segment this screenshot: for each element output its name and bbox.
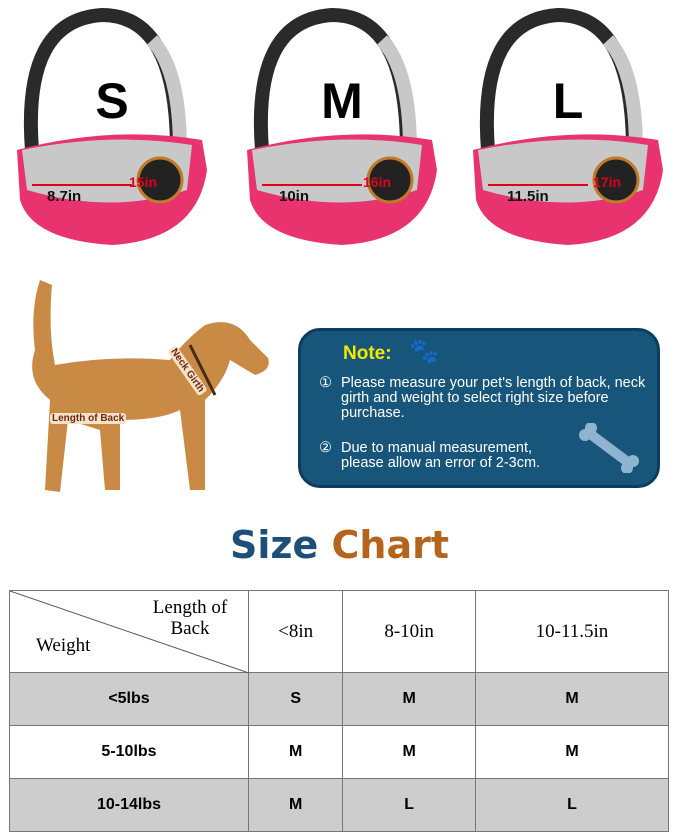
dog-illustration: Length of Back Neck Girth [10,270,280,510]
heading-part1: Size [229,523,319,567]
sling-bag-s: S 8.7in 15in [2,0,222,250]
note-item: ① Please measure your pet's length of bac… [319,376,651,421]
table-row: 5-10lbs M M M [9,725,670,779]
corner-length-label: Length of Back [152,597,228,639]
heading-part2: Chart [331,523,450,567]
table-cell: M [342,672,476,726]
table-cell: M [342,725,476,779]
paw-icon: 🐾 [409,338,439,365]
bag-length-label: 10in [279,188,310,205]
corner-cell: Length of Back Weight [9,590,249,673]
bag-size-label: M [321,73,363,129]
bone-icon [579,423,639,473]
note-text: Please measure your pet's length of back… [341,375,646,421]
bag-length-label: 11.5in [507,188,549,205]
note-box: Note: 🐾 ① Please measure your pet's lengt… [298,328,660,488]
bag-size-label: L [552,73,584,129]
note-item: ② Due to manual measurement, please allow… [319,441,561,471]
bag-length-label: 8.7in [47,188,82,205]
note-title: Note: [343,343,392,364]
table-cell: S [247,672,344,726]
column-header: 8-10in [342,590,476,673]
bag-neck-label: 15in [129,174,158,190]
table-cell: L [474,778,670,832]
sling-bag-l: L 11.5in 17in [458,0,678,250]
corner-weight-label: Weight [36,635,91,656]
bag-neck-label: 17in [593,174,622,190]
table-cell: M [474,672,670,726]
column-header: 10-11.5in [474,590,670,673]
row-header: <5lbs [9,672,249,726]
table-cell: M [474,725,670,779]
table-cell: M [247,778,344,832]
bag-size-label: S [95,73,129,129]
note-number: ① [319,375,332,391]
length-of-back-label: Length of Back [50,413,127,424]
table-cell: L [342,778,476,832]
table-cell: M [247,725,344,779]
row-header: 10-14lbs [9,778,249,832]
row-header: 5-10lbs [9,725,249,779]
table-row: <5lbs S M M [9,672,670,726]
table-row: 10-14lbs M L L [9,778,670,832]
size-chart-heading: Size Chart [0,523,679,567]
note-text: Due to manual measurement, please allow … [341,440,541,471]
sling-bag-m: M 10in 16in [232,0,452,250]
note-number: ② [319,440,332,456]
table-header-row: Length of Back Weight <8in 8-10in 10-11.… [9,590,670,673]
bag-neck-label: 16in [363,174,392,190]
size-chart-table: Length of Back Weight <8in 8-10in 10-11.… [9,590,670,832]
column-header: <8in [247,590,344,673]
